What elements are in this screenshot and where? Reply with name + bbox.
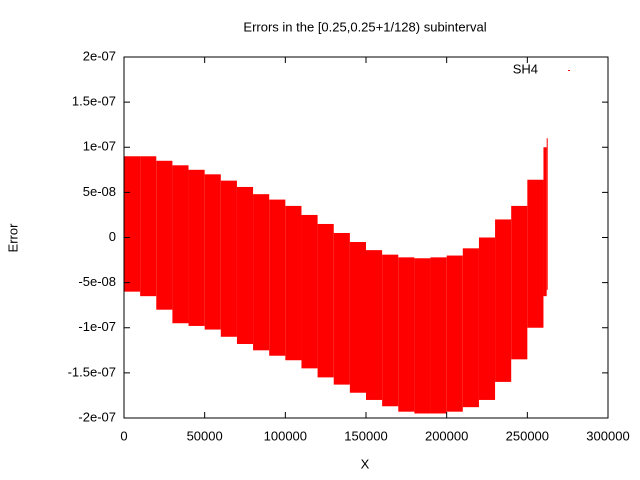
x-tick-label: 150000: [344, 428, 387, 443]
error-band: [349, 242, 366, 393]
error-band: [156, 160, 173, 310]
error-band: [546, 138, 548, 290]
y-tick-label: -1e-07: [78, 319, 116, 334]
x-tick-label: 50000: [187, 428, 223, 443]
y-tick-label: 1.5e-07: [72, 94, 116, 109]
error-band: [462, 248, 479, 408]
error-band: [446, 255, 463, 412]
y-tick-label: -2e-07: [78, 409, 116, 424]
error-band: [140, 156, 157, 297]
error-band: [285, 205, 302, 361]
x-tick-label: 300000: [586, 428, 629, 443]
y-tick-label: 5e-08: [83, 184, 116, 199]
error-band: [188, 169, 205, 326]
error-band: [301, 214, 318, 369]
error-band: [333, 232, 350, 385]
legend-swatch: [568, 70, 570, 71]
error-band: [204, 174, 221, 330]
error-band: [495, 219, 512, 382]
y-tick-label: -5e-08: [78, 274, 116, 289]
error-band: [236, 186, 254, 344]
y-tick-label: 1e-07: [83, 139, 116, 154]
error-band: [317, 223, 334, 378]
error-band: [478, 237, 496, 400]
error-band: [414, 258, 431, 414]
error-band: [366, 250, 383, 400]
x-tick-label: 0: [120, 428, 127, 443]
error-band: [382, 254, 399, 407]
y-tick-label: 0: [109, 229, 116, 244]
error-band: [511, 205, 528, 360]
error-band: [430, 257, 447, 414]
error-band: [543, 147, 547, 297]
x-tick-label: 100000: [264, 428, 307, 443]
x-tick-label: 200000: [425, 428, 468, 443]
plot-frame: [123, 56, 609, 419]
legend-label: SH4: [513, 61, 538, 76]
error-band: [253, 194, 270, 351]
chart-title: Errors in the [0.25,0.25+1/128) subinter…: [243, 19, 486, 34]
x-tick-label: 250000: [506, 428, 549, 443]
error-band: [269, 199, 286, 356]
error-band: [398, 257, 415, 412]
error-band: [220, 180, 237, 337]
y-tick-label: 2e-07: [83, 48, 116, 63]
y-tick-label: -1.5e-07: [68, 364, 116, 379]
y-axis-label: Error: [5, 223, 20, 253]
error-band: [124, 156, 141, 292]
error-band: [527, 179, 544, 328]
x-axis-label: X: [361, 456, 370, 471]
error-band: [172, 165, 189, 324]
